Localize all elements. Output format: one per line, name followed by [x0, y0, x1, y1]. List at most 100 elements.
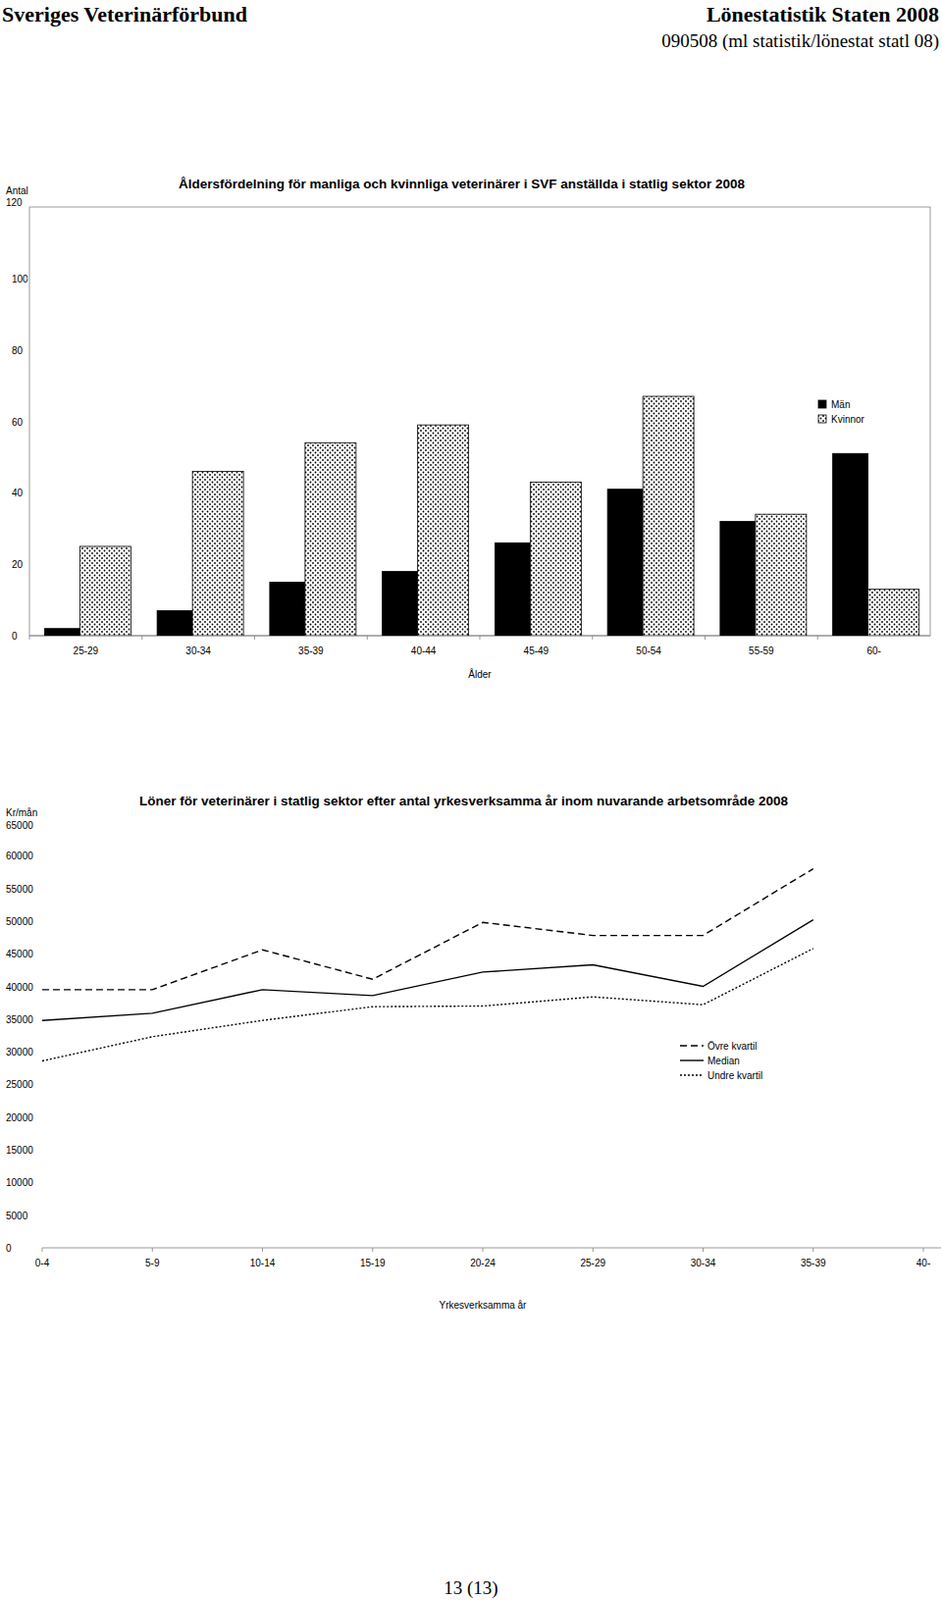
x-tick — [479, 635, 481, 640]
x-tick — [591, 635, 593, 640]
y-tick-label: 50000 — [5, 916, 34, 928]
y-tick-label: 35000 — [5, 1014, 34, 1026]
bar — [305, 442, 357, 636]
x-tick — [817, 635, 819, 640]
header-title: Lönestatistik Staten 2008 — [706, 1, 940, 27]
legend-label: Män — [831, 399, 850, 411]
x-tick — [254, 635, 256, 640]
page-number: 13 (13) — [443, 1577, 498, 1600]
y-tick — [39, 1182, 43, 1184]
y-tick-label: 45000 — [5, 948, 34, 960]
x-tick-label: 40- — [916, 1257, 931, 1269]
x-tick-label: 30-34 — [185, 645, 211, 657]
bar — [720, 521, 756, 636]
page: Sveriges Veterinärförbund Lönestatistik S… — [0, 0, 942, 1600]
line — [42, 948, 814, 1062]
x-axis-label: Yrkesverksamma år — [439, 1300, 528, 1311]
y-tick-label: 60000 — [5, 850, 34, 862]
y-tick-label: 10000 — [5, 1177, 34, 1189]
x-tick-label: 25-29 — [73, 645, 100, 657]
y-axis-label: Antal — [5, 185, 29, 197]
marks — [44, 396, 919, 636]
x-tick-label: 45-49 — [523, 645, 550, 657]
y-tick — [39, 1051, 43, 1053]
y-tick — [39, 986, 43, 988]
y-tick — [26, 492, 30, 494]
y-tick-label: 40000 — [5, 982, 34, 994]
legend-swatch — [680, 1074, 704, 1076]
y-tick — [26, 635, 30, 637]
x-tick-label: 35-39 — [800, 1257, 827, 1269]
bar — [44, 628, 80, 636]
y-tick — [39, 1018, 43, 1020]
y-tick-label: 0 — [11, 630, 18, 642]
x-tick-label: 55-59 — [748, 645, 775, 657]
y-tick — [26, 207, 30, 209]
y-tick-label: 55000 — [5, 884, 34, 895]
x-tick-label: 25-29 — [579, 1257, 606, 1269]
legend: MänKvinnor — [818, 399, 866, 425]
y-tick-label: 80 — [11, 345, 24, 357]
x-tick — [592, 1248, 594, 1253]
x-tick-label: 60- — [866, 645, 881, 657]
x-tick-label: 0-4 — [35, 1257, 51, 1269]
legend: Övre kvartil Median Undre kvartil — [680, 1041, 763, 1082]
x-tick — [704, 635, 706, 640]
y-tick — [26, 349, 30, 351]
plot-frame — [29, 207, 931, 636]
y-axis-label: Kr/mån — [5, 807, 38, 819]
x-tick — [812, 1248, 814, 1253]
bar — [269, 581, 306, 636]
x-tick-label: 50-54 — [635, 645, 662, 657]
y-tick — [39, 953, 43, 955]
x-tick-label: 20-24 — [470, 1257, 496, 1269]
y-tick-label: 25000 — [5, 1079, 34, 1091]
line — [42, 869, 814, 991]
legend-label: Övre kvartil — [707, 1041, 758, 1052]
y-tick — [39, 823, 43, 825]
x-axis — [42, 1248, 942, 1250]
bar — [868, 589, 920, 636]
bar — [642, 396, 694, 636]
bar — [192, 471, 244, 636]
y-tick-label: 65000 — [5, 820, 34, 832]
x-tick-label: 10-14 — [250, 1257, 276, 1269]
header-reference: 090508 (ml statistik/lönestat statl 08) — [661, 30, 940, 53]
x-tick — [702, 1248, 704, 1253]
x-tick-label: 40-44 — [411, 645, 437, 657]
bar — [418, 424, 470, 636]
legend-label: Undre kvartil — [707, 1070, 763, 1082]
y-tick-label: 15000 — [5, 1145, 34, 1156]
y-tick — [39, 855, 43, 857]
x-tick — [923, 1248, 925, 1253]
y-tick-label: 40 — [11, 487, 24, 499]
header-organization: Sveriges Veterinärförbund — [1, 1, 248, 27]
bar — [382, 571, 419, 636]
y-tick-label: 0 — [5, 1243, 12, 1255]
y-tick-label: 60 — [11, 417, 24, 428]
y-tick — [39, 1248, 43, 1250]
x-tick — [152, 1248, 154, 1253]
x-tick — [261, 1248, 263, 1253]
y-tick — [39, 1084, 43, 1086]
y-tick — [39, 1214, 43, 1216]
x-tick — [482, 1248, 484, 1253]
legend-swatch — [680, 1059, 704, 1061]
legend-label: Median — [707, 1055, 740, 1067]
bar — [833, 453, 869, 636]
y-tick-label: 5000 — [5, 1210, 29, 1222]
y-tick — [39, 1116, 43, 1118]
chart-title: Löner för veterinärer i statlig sektor e… — [139, 793, 789, 809]
x-tick — [141, 635, 143, 640]
y-tick-label: 20000 — [5, 1112, 34, 1124]
bar — [529, 481, 581, 636]
bar — [494, 542, 530, 636]
bar — [607, 489, 643, 636]
y-tick — [39, 888, 43, 890]
y-tick — [26, 420, 30, 422]
x-tick-label: 35-39 — [298, 645, 324, 657]
y-tick-label: 100 — [11, 273, 29, 285]
chart: Åldersfördelning för manliga och kvinnli… — [5, 176, 931, 681]
bar — [755, 514, 807, 636]
chart: Löner för veterinärer i statlig sektor e… — [5, 793, 942, 1311]
